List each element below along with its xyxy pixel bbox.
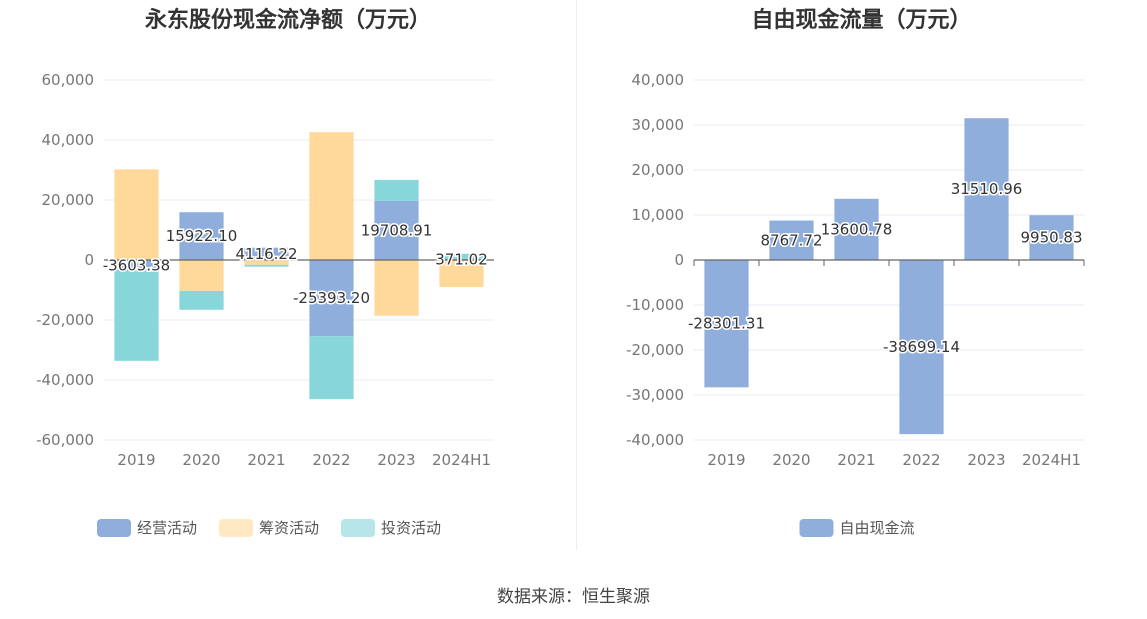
left-y-tick-label: -20,000 bbox=[36, 311, 94, 329]
right-bar bbox=[964, 118, 1009, 260]
right-x-tick-label: 2021 bbox=[837, 451, 875, 469]
left-data-label: -25393.20 bbox=[293, 289, 370, 307]
left-bar bbox=[244, 260, 289, 265]
right-y-tick-label: 10,000 bbox=[632, 206, 685, 224]
left-y-tick-label: 20,000 bbox=[42, 191, 95, 209]
left-legend-label: 经营活动 bbox=[137, 519, 197, 537]
right-y-tick-label: -20,000 bbox=[626, 341, 684, 359]
left-bar bbox=[309, 336, 354, 400]
right-data-label: 9950.83 bbox=[1020, 229, 1082, 247]
right-data-label: -38699.14 bbox=[883, 338, 960, 356]
left-legend-swatch bbox=[219, 519, 253, 537]
right-x-tick-label: 2020 bbox=[772, 451, 810, 469]
right-y-tick-label: -40,000 bbox=[626, 431, 684, 449]
left-bar bbox=[244, 264, 289, 267]
right-y-tick-label: 0 bbox=[674, 251, 684, 269]
left-bar bbox=[114, 260, 159, 271]
right-bar bbox=[899, 260, 944, 435]
left-bar bbox=[244, 247, 289, 260]
right-data-label: 13600.78 bbox=[821, 220, 893, 238]
left-x-tick-label: 2020 bbox=[182, 451, 220, 469]
left-bar bbox=[374, 179, 419, 201]
left-bar bbox=[374, 260, 419, 316]
right-y-tick-label: -10,000 bbox=[626, 296, 684, 314]
left-y-tick-label: 0 bbox=[84, 251, 94, 269]
left-bar bbox=[179, 212, 224, 260]
right-data-label: 31510.96 bbox=[951, 180, 1023, 198]
right-bar bbox=[704, 260, 749, 388]
left-bar bbox=[179, 290, 224, 310]
right-y-tick-label: 40,000 bbox=[632, 71, 685, 89]
right-x-tick-label: 2022 bbox=[902, 451, 940, 469]
right-bar bbox=[769, 220, 814, 260]
left-bar bbox=[374, 200, 419, 260]
left-bar bbox=[179, 260, 224, 291]
left-bar bbox=[114, 169, 159, 260]
right-x-tick-label: 2024H1 bbox=[1022, 451, 1081, 469]
right-legend-swatch bbox=[799, 519, 834, 537]
right-bar bbox=[1029, 215, 1074, 260]
left-data-label: 4116.22 bbox=[235, 245, 297, 263]
right-bar bbox=[834, 198, 879, 260]
right-y-tick-label: 20,000 bbox=[632, 161, 685, 179]
left-x-tick-label: 2021 bbox=[247, 451, 285, 469]
left-y-tick-label: 60,000 bbox=[42, 71, 95, 89]
left-x-tick-label: 2022 bbox=[312, 451, 350, 469]
left-data-label: 19708.91 bbox=[361, 221, 433, 239]
right-data-label: -28301.31 bbox=[688, 315, 765, 333]
left-bar bbox=[309, 132, 354, 260]
left-x-tick-label: 2023 bbox=[377, 451, 415, 469]
panel-divider bbox=[576, 0, 577, 550]
right-data-label: 8767.72 bbox=[760, 231, 822, 249]
left-legend-label: 投资活动 bbox=[381, 519, 441, 537]
left-legend-swatch bbox=[341, 519, 375, 537]
right-legend-label: 自由现金流 bbox=[840, 519, 915, 537]
right-chart-plot: 40,00030,00020,00010,0000-10,000-20,000-… bbox=[626, 71, 1085, 537]
left-x-tick-label: 2024H1 bbox=[432, 451, 491, 469]
right-x-tick-label: 2023 bbox=[967, 451, 1005, 469]
left-data-label: 15922.10 bbox=[166, 227, 238, 245]
left-y-tick-label: -40,000 bbox=[36, 371, 94, 389]
left-bar bbox=[439, 260, 484, 287]
left-data-label: 371.02 bbox=[435, 250, 488, 268]
right-chart-title: 自由现金流量（万元） bbox=[751, 8, 972, 33]
left-bar bbox=[309, 260, 354, 337]
left-legend-label: 筹资活动 bbox=[259, 519, 319, 537]
left-x-tick-label: 2019 bbox=[117, 451, 155, 469]
left-data-label: -3603.38 bbox=[103, 256, 170, 274]
left-bar bbox=[439, 253, 484, 259]
left-chart-title: 永东股份现金流净额（万元） bbox=[144, 8, 431, 33]
source-note: 数据来源：恒生聚源 bbox=[497, 587, 650, 607]
right-y-tick-label: 30,000 bbox=[632, 116, 685, 134]
left-y-tick-label: 40,000 bbox=[42, 131, 95, 149]
right-y-tick-label: -30,000 bbox=[626, 386, 684, 404]
left-chart-plot: 60,000 40,000 20,000 0 -20,000 -40,000 -60,000… bbox=[36, 71, 494, 537]
left-y-tick-label: -60,000 bbox=[36, 431, 94, 449]
left-legend-swatch bbox=[97, 519, 131, 537]
left-bar bbox=[114, 270, 159, 361]
right-x-tick-label: 2019 bbox=[707, 451, 745, 469]
